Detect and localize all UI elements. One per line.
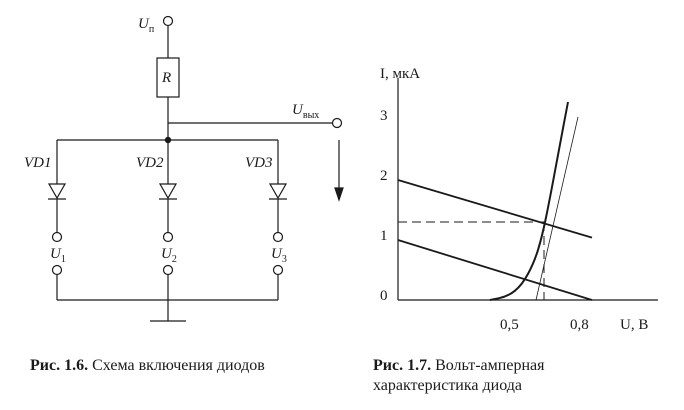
figure-caption-1: Рис. 1.6. Схема включения диодов — [30, 356, 265, 376]
diode-label-vd1: VD1 — [24, 155, 52, 171]
x-tick-0-5: 0,5 — [500, 317, 519, 333]
input-terminal-1-top — [51, 231, 63, 243]
diode-vd2 — [158, 183, 178, 200]
y-tick-3: 3 — [380, 108, 388, 124]
caption-2-number: Рис. 1.7. — [373, 357, 432, 374]
caption-1-text: Схема включения диодов — [92, 357, 265, 374]
y-tick-0: 0 — [380, 288, 388, 304]
input-terminal-2-bottom — [162, 264, 174, 276]
caption-2-text-line2: характеристика диода — [373, 377, 522, 394]
output-label: Uвых — [292, 102, 319, 121]
caption-2-text-line1: Вольт-амперная — [435, 357, 545, 374]
input-label-u2: U2 — [161, 246, 177, 265]
x-tick-0-8: 0,8 — [570, 317, 589, 333]
load-line-2 — [397, 239, 593, 301]
supply-label: Uп — [138, 16, 155, 35]
figure-caption-2: Рис. 1.7. Вольт-амперная характеристика … — [373, 356, 544, 396]
series-layer — [397, 101, 593, 301]
diode-vd1 — [47, 183, 67, 200]
diode-vd3 — [268, 183, 288, 200]
iv-chart: I, мкА U, В 3 2 1 0 0,5 0,8 — [380, 66, 658, 333]
y-axis-title: I, мкА — [380, 66, 420, 82]
resistor-label: R — [161, 70, 171, 86]
diode-iv-curve — [489, 101, 569, 301]
tangent-line — [535, 116, 579, 301]
supply-terminal — [162, 15, 174, 27]
input-label-u3: U3 — [271, 246, 287, 265]
output-arrow-head — [334, 187, 344, 202]
input-terminal-3-bottom — [272, 264, 284, 276]
circuit-diagram — [47, 15, 344, 322]
y-tick-2: 2 — [380, 168, 388, 184]
x-axis-title: U, В — [620, 317, 648, 333]
load-line-1 — [397, 179, 593, 239]
input-terminal-2-top — [162, 231, 174, 243]
input-terminal-1-bottom — [51, 264, 63, 276]
output-terminal — [331, 117, 343, 129]
diode-label-vd2: VD2 — [136, 155, 164, 171]
input-label-u1: U1 — [50, 246, 66, 265]
input-terminal-3-top — [272, 231, 284, 243]
caption-1-number: Рис. 1.6. — [30, 357, 89, 374]
diode-label-vd3: VD3 — [245, 155, 273, 171]
y-tick-1: 1 — [380, 228, 388, 244]
